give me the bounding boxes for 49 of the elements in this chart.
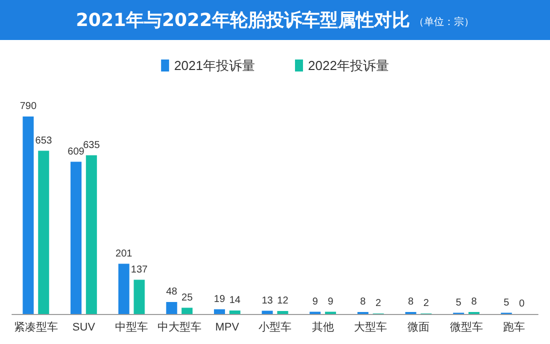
bar [277,311,288,314]
chart-subtitle: （单位：宗） [414,16,474,29]
data-label: 8 [360,296,366,308]
x-tick-label: 紧凑型车 [14,320,58,334]
data-label: 14 [229,295,241,306]
data-label: 25 [182,292,194,304]
data-label: 19 [214,294,226,305]
data-label: 9 [312,296,318,308]
data-label: 5 [456,297,462,308]
x-tick-label: SUV [72,322,96,334]
data-label: 12 [277,296,289,306]
legend-label: 2022年投诉量 [308,58,389,73]
data-label: 137 [130,264,148,276]
bar [70,162,82,314]
bar [118,264,130,314]
data-label: 635 [83,140,100,151]
x-tick-label: 微型车 [450,320,483,334]
data-label: 2 [376,298,382,309]
x-tick-label: MPV [215,322,240,334]
data-label: 9 [328,296,334,308]
bar [262,310,273,314]
x-tick-label: 其他 [312,320,334,334]
data-label: 201 [116,248,133,260]
bar [214,309,225,314]
x-tick-label: 跑车 [503,320,526,334]
x-tick-label: 中大型车 [157,320,202,334]
x-tick-label: 中型车 [115,320,148,334]
data-label: 653 [35,135,52,146]
data-label: 609 [68,146,85,158]
bar [22,116,34,314]
x-tick-label: 大型车 [354,320,388,334]
bar [182,308,193,314]
legend-label: 2021年投诉量 [174,58,255,73]
data-label: 8 [471,296,478,308]
bar [86,155,97,314]
data-label: 790 [20,101,37,112]
chart-title: 2021年与2022年轮胎投诉车型属性对比 [76,9,410,32]
bar [166,302,178,314]
bar [229,310,240,314]
data-label: 8 [408,296,414,308]
data-label: 0 [519,298,526,310]
data-label: 2 [423,298,430,309]
x-tick-label: 微面 [407,322,430,334]
data-label: 48 [166,286,178,298]
data-label: 13 [262,295,274,306]
bar [38,150,50,314]
data-label: 5 [504,297,510,308]
x-tick-label: 小型车 [258,320,292,334]
bar [134,280,145,314]
